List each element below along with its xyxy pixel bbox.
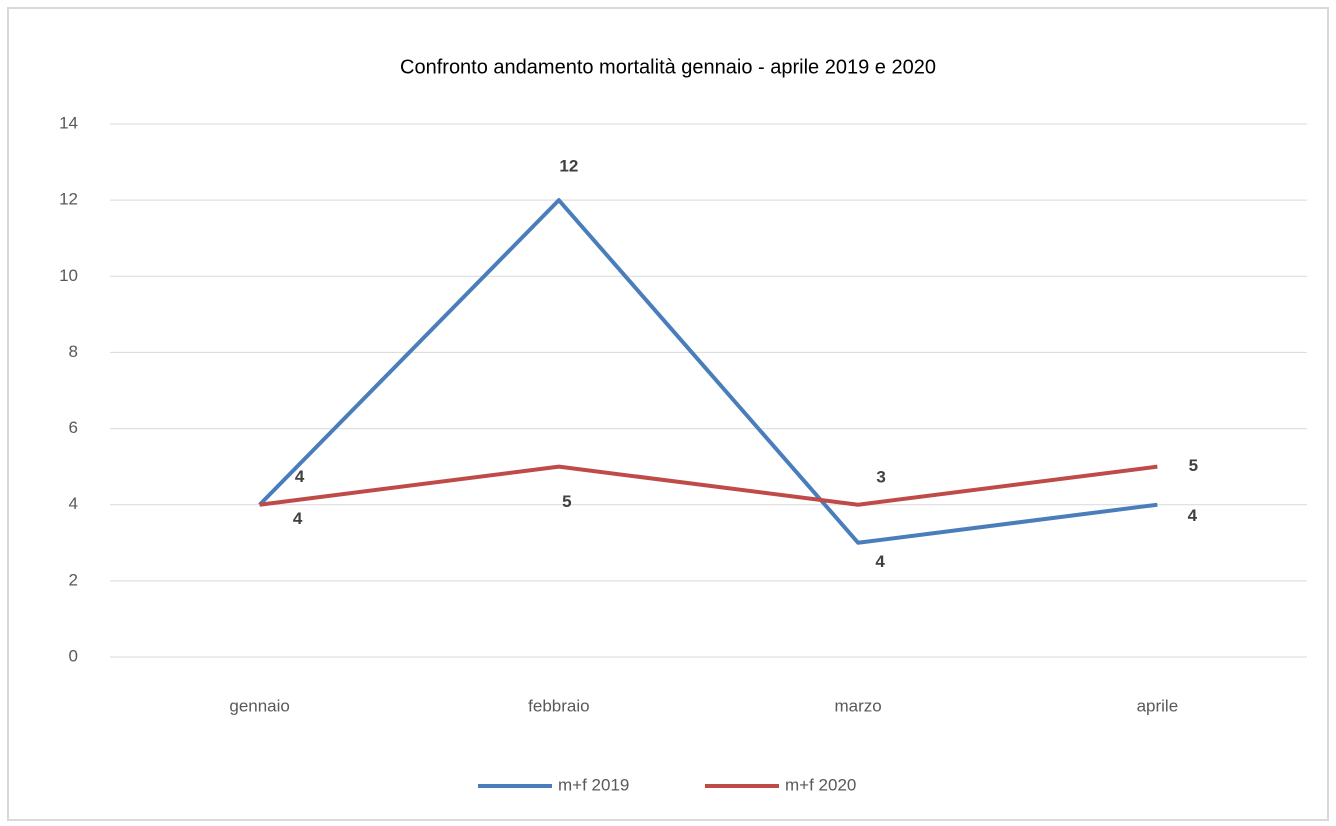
y-tick-label: 6 <box>69 418 78 437</box>
y-tick-label: 12 <box>59 190 78 209</box>
chart-frame <box>7 7 1329 821</box>
x-tick-label: febbraio <box>528 696 589 715</box>
y-tick-label: 8 <box>69 342 78 361</box>
data-label: 4 <box>1188 506 1198 525</box>
x-tick-label: gennaio <box>229 696 290 715</box>
data-label: 5 <box>1189 456 1198 475</box>
y-tick-label: 10 <box>59 266 78 285</box>
legend-label: m+f 2020 <box>785 775 856 794</box>
data-label: 12 <box>559 157 578 176</box>
y-tick-label: 4 <box>69 494 78 513</box>
data-line <box>258 198 1158 545</box>
y-tick-label: 0 <box>69 646 78 665</box>
y-tick-label: 14 <box>59 113 78 132</box>
data-label: 5 <box>562 492 571 511</box>
x-tick-label: marzo <box>835 696 882 715</box>
data-label: 3 <box>876 467 885 486</box>
data-label: 4 <box>295 467 305 486</box>
legend-label: m+f 2019 <box>558 775 629 794</box>
data-label: 4 <box>293 509 303 528</box>
chart-title: Confronto andamento mortalità gennaio - … <box>400 56 936 78</box>
data-label: 4 <box>875 552 885 571</box>
y-tick-label: 2 <box>69 570 78 589</box>
x-tick-label: aprile <box>1137 696 1179 715</box>
data-line <box>259 464 1158 507</box>
